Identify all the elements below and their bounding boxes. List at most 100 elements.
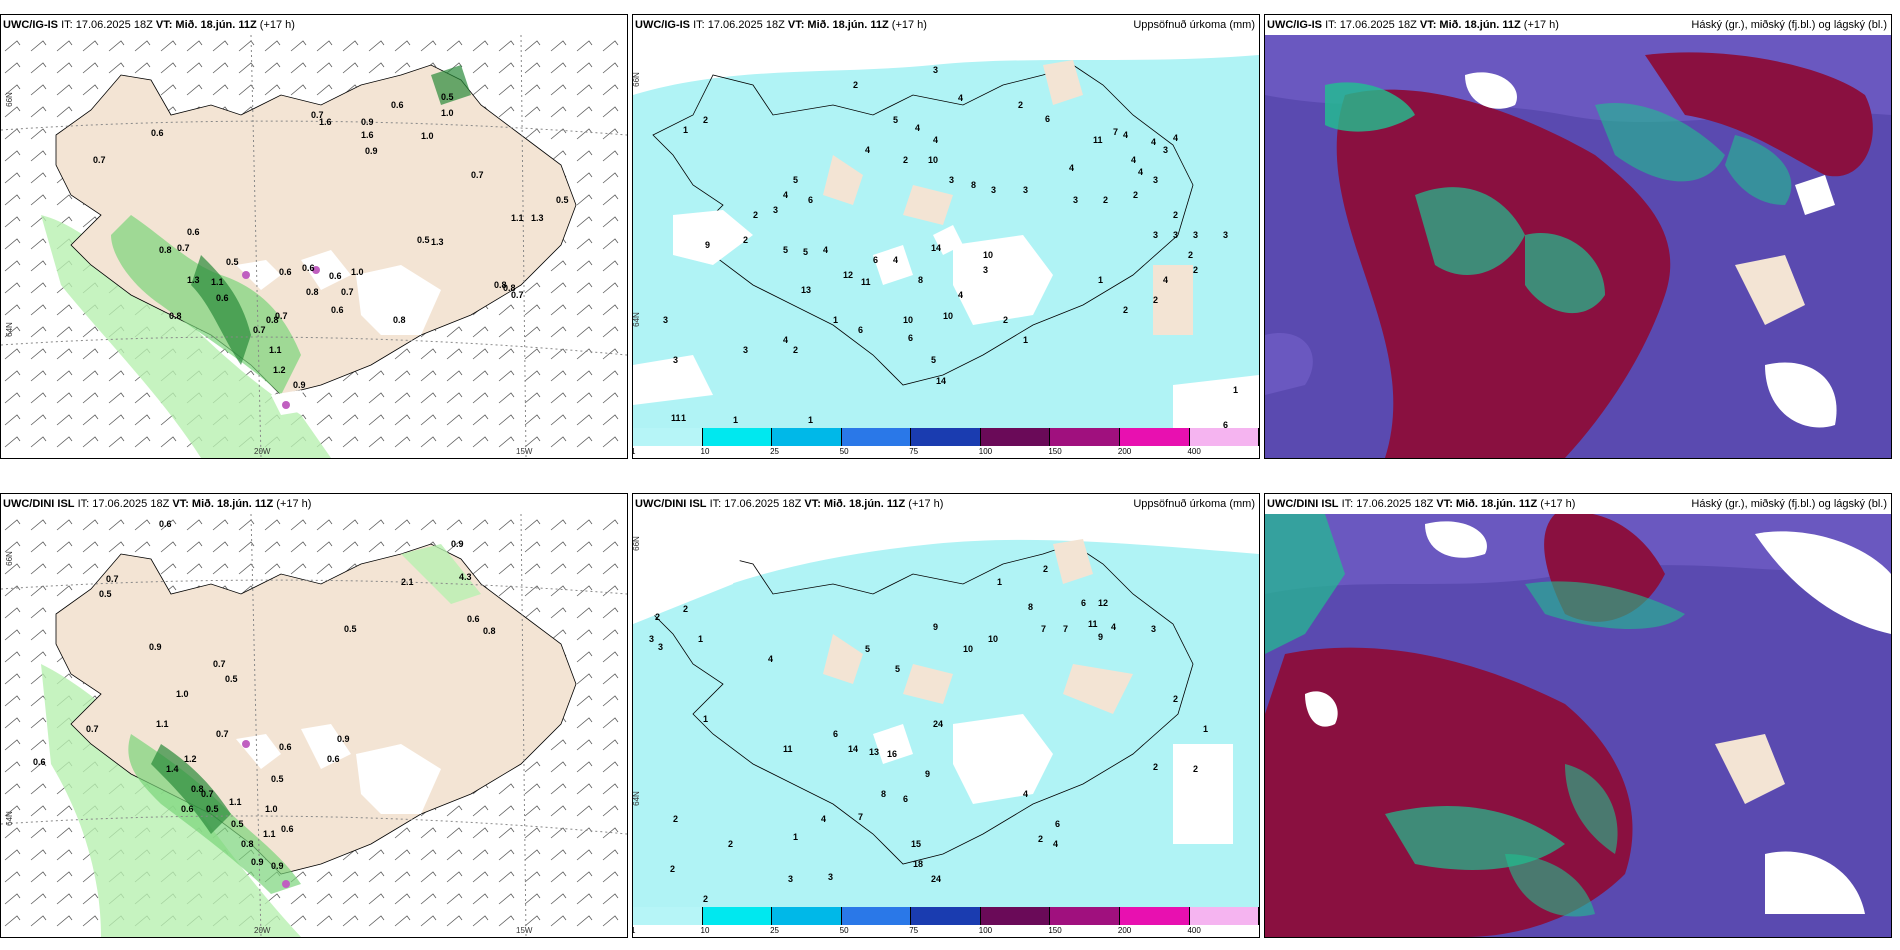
- value-label: 0.8: [169, 311, 182, 321]
- value-label: 7: [1063, 624, 1069, 634]
- value-label: 1.2: [273, 365, 286, 375]
- colorbar-tick-label: 75: [909, 926, 919, 935]
- map-product-title: Háský (gr.), miðský (fj.bl.) og lágský (…: [1691, 498, 1887, 510]
- value-label: 11: [671, 413, 681, 423]
- lon-label-15w: 15W: [516, 447, 533, 456]
- value-label: 2: [703, 115, 709, 125]
- value-label: 3: [673, 355, 679, 365]
- panel-bot-right: UWC/DINI ISL IT: 17.06.2025 18Z VT: Mið.…: [1264, 493, 1892, 938]
- value-label: 3: [663, 315, 669, 325]
- lon-label-20w: 20W: [254, 926, 271, 935]
- value-label: 24: [933, 719, 944, 729]
- value-label: 0.8: [241, 839, 254, 849]
- value-label: 4: [1023, 789, 1029, 799]
- value-label: 2: [853, 80, 859, 90]
- value-label: 4: [783, 190, 789, 200]
- value-label: 1: [683, 125, 689, 135]
- value-label: 2: [703, 894, 709, 904]
- value-label: 2: [1188, 250, 1194, 260]
- value-label: 0.8: [503, 283, 516, 293]
- value-label: 3: [773, 205, 779, 215]
- colorbar-segment: [980, 907, 1051, 925]
- init-time: IT: 17.06.2025 18Z: [61, 19, 153, 31]
- value-label: 1: [698, 634, 704, 644]
- value-label: 11: [1093, 135, 1103, 145]
- value-label: 5: [783, 245, 789, 255]
- value-label: 5: [931, 355, 937, 365]
- panel-title: UWC/DINI ISL IT: 17.06.2025 18Z VT: Mið.…: [633, 494, 1259, 514]
- model-name: UWC/DINI ISL: [3, 498, 75, 510]
- colorbar-tick-label: 150: [1048, 447, 1062, 456]
- colorbar-tick-label: 200: [1117, 926, 1132, 935]
- value-label: 5: [895, 664, 901, 674]
- value-label: 1.3: [187, 275, 200, 285]
- value-label: 8: [918, 275, 924, 285]
- lat-label-66n: 66N: [632, 72, 641, 87]
- panel-title: UWC/DINI ISL IT: 17.06.2025 18Z VT: Mið.…: [1, 494, 627, 514]
- lon-label-20w: 20W: [254, 447, 271, 456]
- value-label: 0.5: [206, 804, 219, 814]
- lead-time: (+17 h): [1540, 498, 1576, 510]
- value-label: 0.7: [86, 724, 99, 734]
- value-label: 14: [936, 376, 947, 386]
- value-label: 2: [753, 210, 759, 220]
- value-label: 4: [823, 245, 829, 255]
- wind-precip-map: [1, 35, 627, 458]
- value-label: 1.3: [531, 213, 544, 223]
- value-label: 2: [1193, 265, 1199, 275]
- value-label: 3: [1223, 230, 1229, 240]
- value-label: 0.6: [33, 757, 46, 767]
- value-label: 0.7: [106, 574, 119, 584]
- value-label: 4: [915, 123, 921, 133]
- colorbar-tick-label: 200: [1117, 447, 1132, 456]
- map-product-title: Uppsöfnuð úrkoma (mm): [1133, 19, 1255, 31]
- value-label: 7: [1041, 624, 1047, 634]
- value-label: 5: [793, 175, 799, 185]
- value-label: 0.6: [467, 614, 480, 624]
- value-label: 0.5: [225, 674, 238, 684]
- value-label: 2: [1153, 762, 1159, 772]
- value-label: 4.3: [459, 572, 472, 582]
- value-label: 9: [933, 622, 939, 632]
- value-label: 2: [728, 839, 734, 849]
- value-label: 16: [887, 749, 898, 759]
- value-label: 0.7: [311, 110, 324, 120]
- colorbar-segment: [633, 428, 703, 446]
- value-label: 2: [683, 604, 689, 614]
- model-name: UWC/IG-IS: [1267, 19, 1322, 31]
- valid-time: Mið. 18.jún. 11Z: [823, 498, 906, 510]
- value-label: 0.6: [281, 824, 294, 834]
- colorbar-segment: [911, 428, 981, 446]
- value-label: 1.1: [229, 797, 242, 807]
- value-label: 2: [743, 235, 749, 245]
- value-label: 3: [788, 874, 794, 884]
- value-label: 1.0: [421, 131, 434, 141]
- lead-time: (+17 h): [908, 498, 944, 510]
- value-label: 6: [1081, 598, 1087, 608]
- value-label: 1.0: [265, 804, 278, 814]
- value-label: 10: [963, 644, 974, 654]
- value-label: 5: [893, 115, 899, 125]
- value-label: 0.6: [187, 227, 200, 237]
- panel-top-left: UWC/IG-IS IT: 17.06.2025 18Z VT: Mið. 18…: [0, 14, 628, 459]
- colorbar-tick-label: 150: [1048, 926, 1062, 935]
- value-label: 1.0: [351, 267, 364, 277]
- value-label: 14: [848, 744, 859, 754]
- lon-label-15w: 15W: [516, 926, 533, 935]
- value-label: 18: [913, 859, 924, 869]
- colorbar-tick-label: 1: [633, 447, 635, 456]
- value-label: 1: [833, 315, 839, 325]
- value-label: 11: [861, 277, 871, 287]
- value-label: 3: [1151, 624, 1157, 634]
- value-label: 0.5: [271, 774, 284, 784]
- value-label: 4: [1069, 163, 1075, 173]
- value-label: 0.9: [251, 857, 264, 867]
- value-label: 4: [1151, 137, 1157, 147]
- panel-bot-left: UWC/DINI ISL IT: 17.06.2025 18Z VT: Mið.…: [0, 493, 628, 938]
- valid-time: Mið. 18.jún. 11Z: [191, 498, 274, 510]
- value-label: 4: [821, 814, 827, 824]
- value-label: 15: [911, 839, 922, 849]
- value-label: 0.6: [279, 742, 292, 752]
- valid-time: Mið. 18.jún. 11Z: [1455, 498, 1538, 510]
- panel-title: UWC/IG-IS IT: 17.06.2025 18Z VT: Mið. 18…: [1, 15, 627, 35]
